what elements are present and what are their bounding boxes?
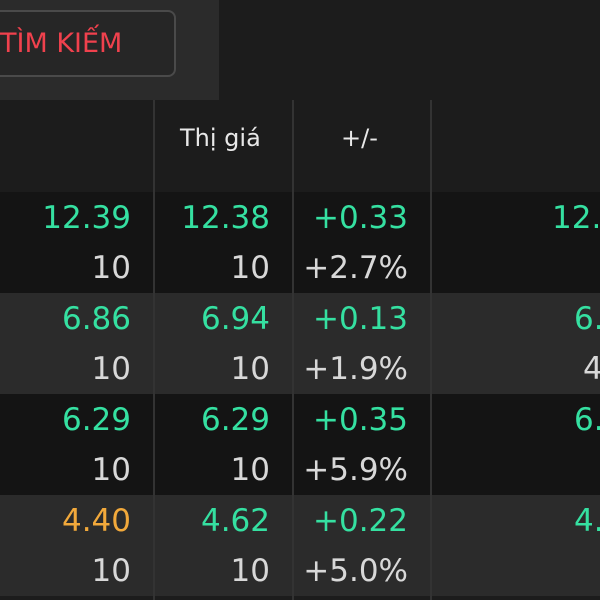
price-cell: 6.29 <box>61 402 131 438</box>
price-cell: 6.86 <box>61 301 131 337</box>
market-volume-cell: 10 <box>230 351 270 387</box>
volume-cell: 10 <box>91 452 131 488</box>
change-cell: +0.13 <box>313 301 408 337</box>
column-divider <box>430 100 432 600</box>
market-volume-cell: 10 <box>230 250 270 286</box>
column-divider <box>292 100 294 600</box>
market-price-cell: 4.62 <box>200 503 270 539</box>
next-column-cell: 6. <box>574 301 600 337</box>
market-price-cell: 6.94 <box>200 301 270 337</box>
change-cell: +0.22 <box>313 503 408 539</box>
next-column-cell: 6. <box>574 402 600 438</box>
change-pct-cell: +2.7% <box>303 250 408 286</box>
change-pct-cell: +5.9% <box>303 452 408 488</box>
price-table: 12.39 10 12.38 10 +0.33 +2.7% 12. 6.86 1… <box>0 90 600 600</box>
change-pct-cell: +1.9% <box>303 351 408 387</box>
volume-cell: 10 <box>91 351 131 387</box>
header-market-price[interactable]: Thị giá <box>180 124 261 152</box>
table-row[interactable]: 12.39 10 12.38 10 +0.33 +2.7% 12. <box>0 192 600 293</box>
change-pct-cell: +5.0% <box>303 553 408 589</box>
next-column-sub-cell: 4 <box>583 351 600 387</box>
market-volume-cell: 10 <box>230 553 270 589</box>
next-column-cell: 12. <box>552 200 600 236</box>
market-price-cell: 12.38 <box>181 200 270 236</box>
change-cell: +0.33 <box>313 200 408 236</box>
price-cell: 12.39 <box>42 200 131 236</box>
table-row[interactable]: 4.40 10 4.62 10 +0.22 +5.0% 4. <box>0 495 600 596</box>
next-column-cell: 4. <box>574 503 600 539</box>
volume-cell: 10 <box>91 250 131 286</box>
market-volume-cell: 10 <box>230 452 270 488</box>
table-row[interactable]: 6.86 10 6.94 10 +0.13 +1.9% 6. 4 <box>0 293 600 394</box>
header-change[interactable]: +/- <box>341 124 378 152</box>
column-divider <box>153 100 155 600</box>
top-bar: TÌM KIẾM <box>0 0 219 100</box>
market-price-cell: 6.29 <box>200 402 270 438</box>
search-button[interactable]: TÌM KIẾM <box>0 10 176 77</box>
table-header: Thị giá +/- <box>0 90 600 192</box>
price-cell: 4.40 <box>61 503 131 539</box>
change-cell: +0.35 <box>313 402 408 438</box>
table-row[interactable]: 6.29 10 6.29 10 +0.35 +5.9% 6. <box>0 394 600 495</box>
volume-cell: 10 <box>91 553 131 589</box>
